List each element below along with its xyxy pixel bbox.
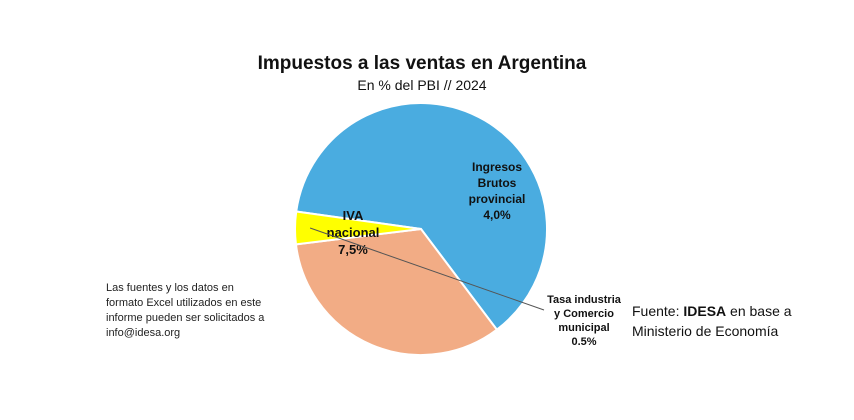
slice-iva-nacional xyxy=(295,102,548,332)
slice-ingresos-brutos xyxy=(294,227,499,357)
leader-line xyxy=(309,227,545,311)
source-prefix: Fuente: xyxy=(632,303,684,319)
source-note: Fuente: IDESA en base a Ministerio de Ec… xyxy=(632,301,832,341)
source-org: IDESA xyxy=(683,303,727,319)
slice-tasa-municipal xyxy=(294,210,422,246)
label-iva-nacional: IVA nacional 7,5% xyxy=(327,208,380,257)
source-suffix: en base a Ministerio de Economía xyxy=(632,303,792,339)
chart-title: Impuestos a las ventas en Argentina xyxy=(257,53,587,74)
chart-subtitle: En % del PBI // 2024 xyxy=(357,77,487,93)
label-tasa-municipal: Tasa industria y Comercio municipal 0.5% xyxy=(547,294,622,348)
data-availability-note: Las fuentes y los datos en formato Excel… xyxy=(106,282,265,339)
label-ingresos-brutos: Ingresos Brutos provincial 4,0% xyxy=(469,160,526,222)
